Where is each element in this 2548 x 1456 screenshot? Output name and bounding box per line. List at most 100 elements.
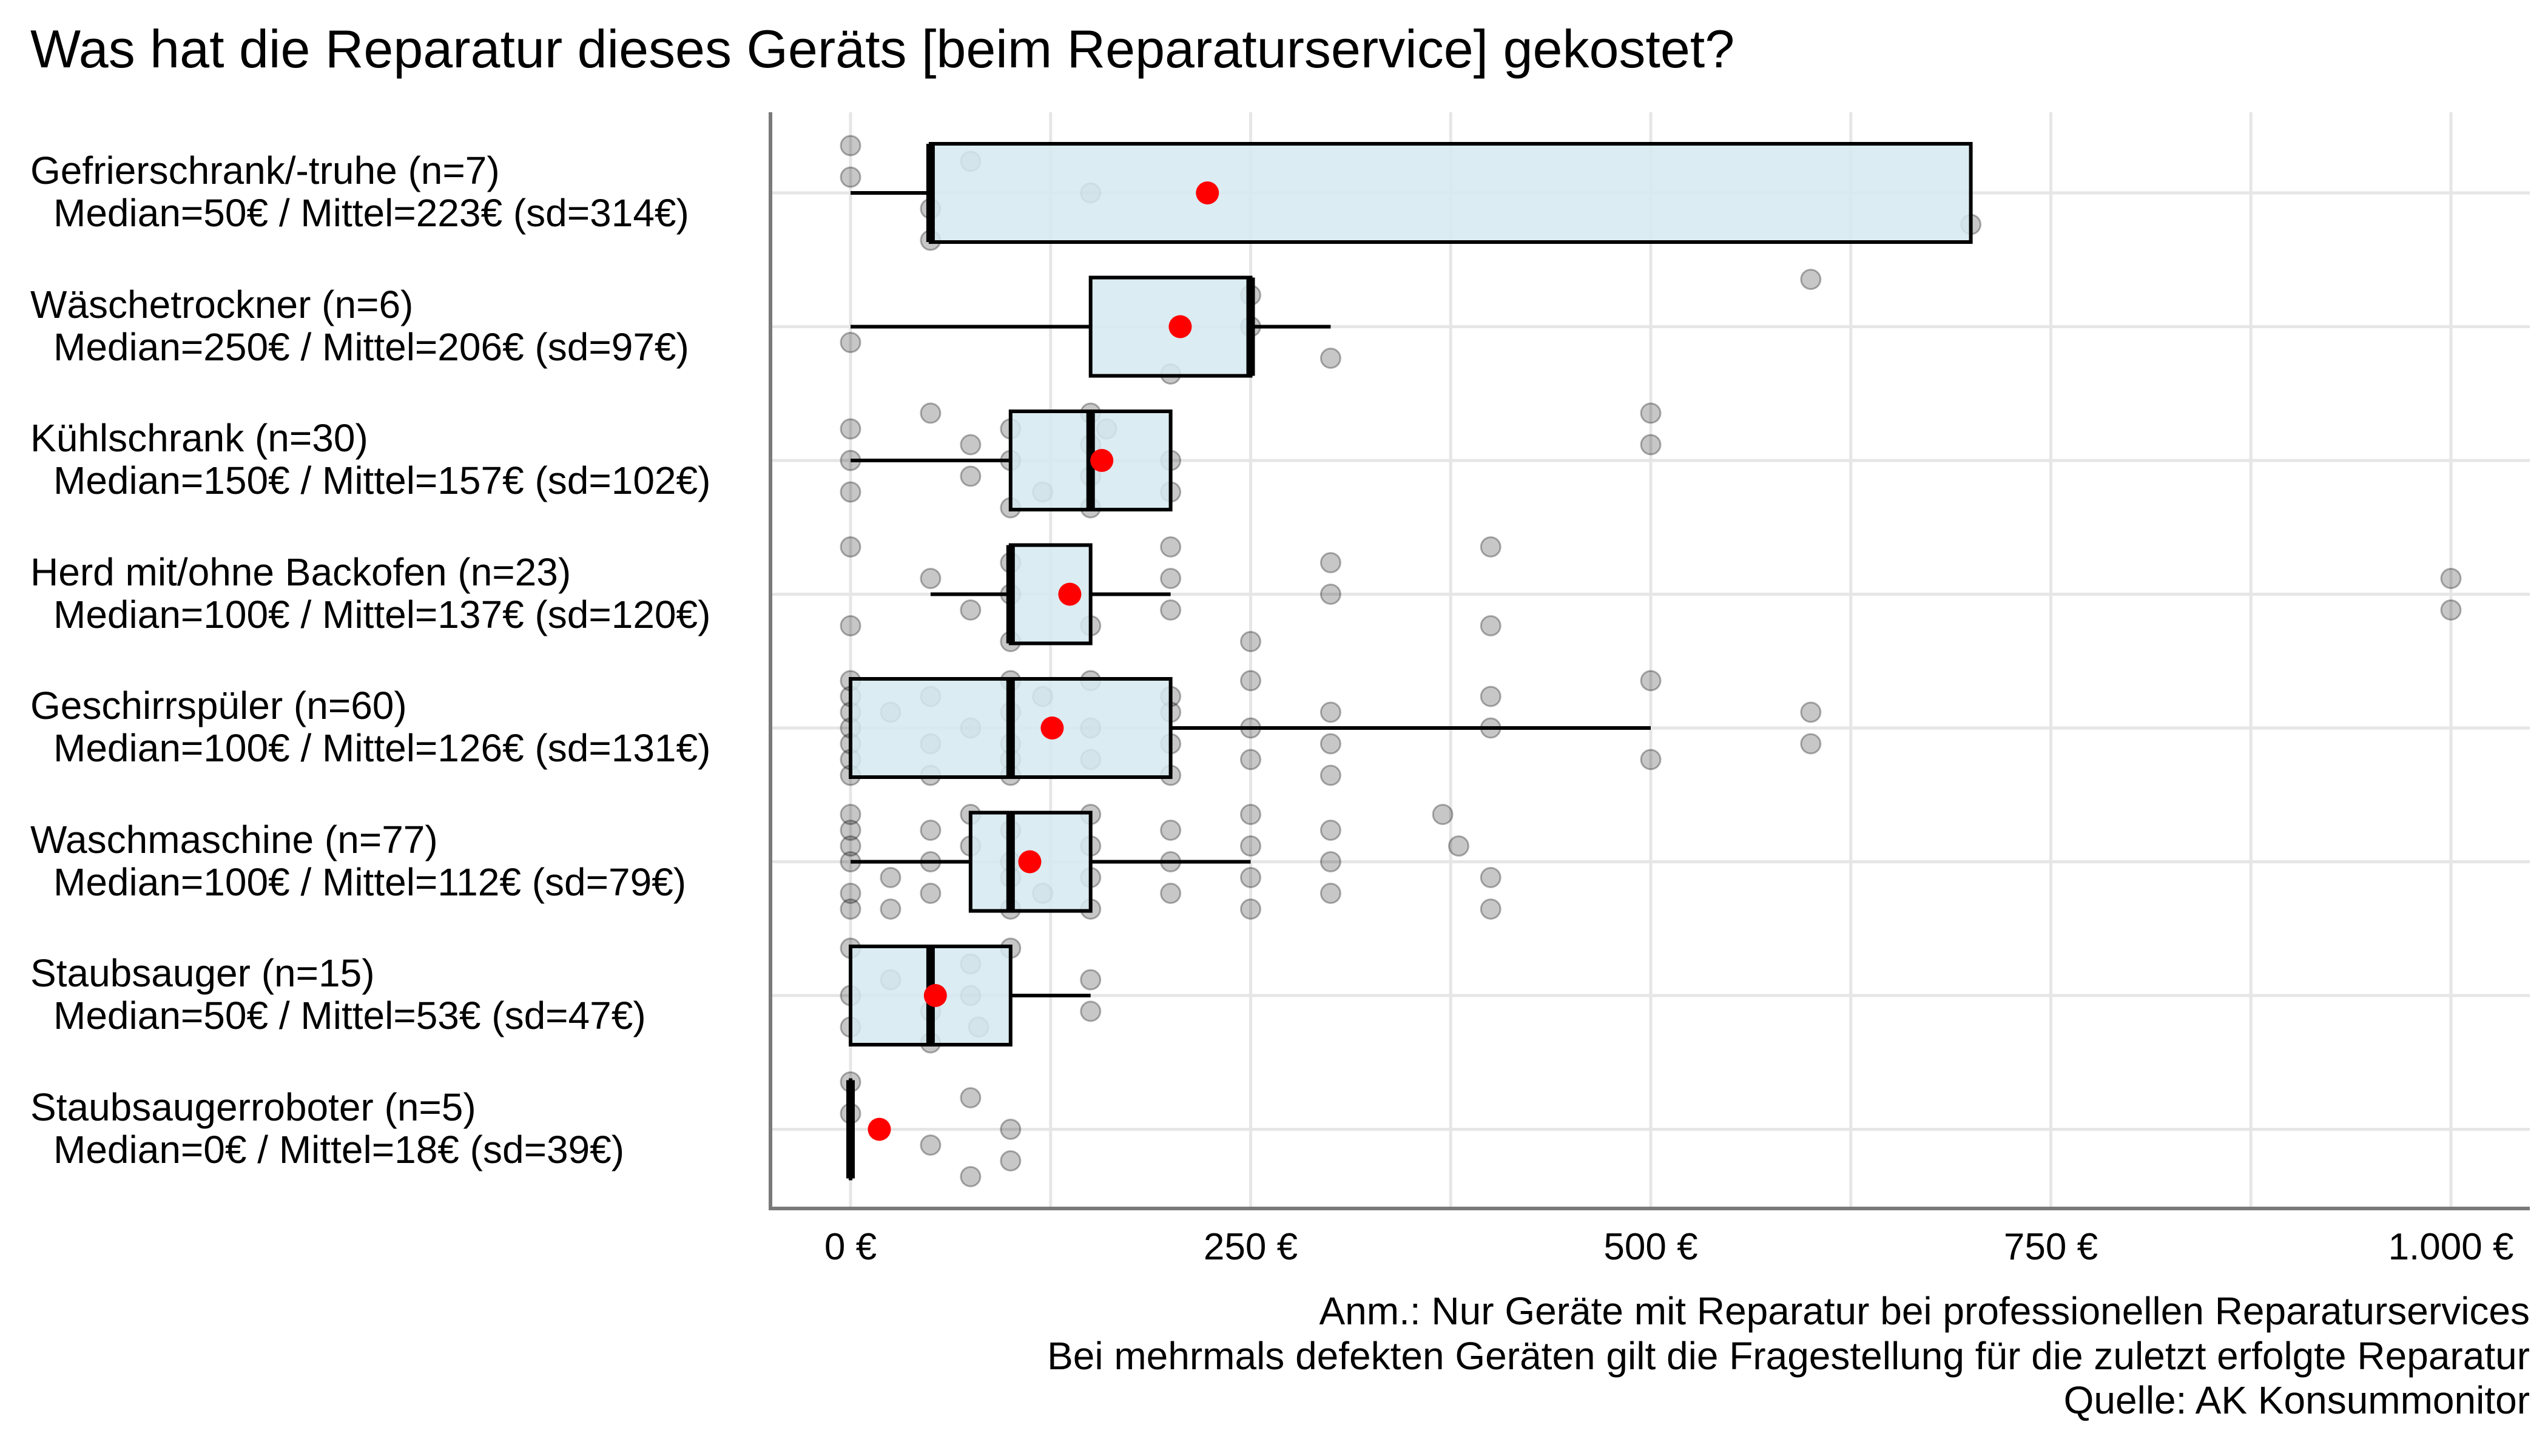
category-name: Kühlschrank (n=30) xyxy=(30,416,368,460)
data-point xyxy=(1320,883,1341,904)
data-point xyxy=(1800,733,1822,755)
data-point xyxy=(1448,835,1469,857)
data-point xyxy=(1320,851,1341,872)
data-point xyxy=(840,481,861,503)
grid-layer xyxy=(772,112,2530,1207)
data-point xyxy=(1240,835,1261,857)
category-stats: Median=100€ / Mittel=112€ (sd=79€) xyxy=(53,860,687,904)
x-tick-label: 250 € xyxy=(1203,1226,1298,1268)
note-annotation: Anm.: Nur Geräte mit Reparatur bei profe… xyxy=(1319,1289,2530,1333)
data-point xyxy=(1160,599,1182,621)
data-point xyxy=(1320,348,1341,369)
mean-point xyxy=(1196,181,1219,204)
data-point xyxy=(920,568,942,589)
category-name: Gefrierschrank/-truhe (n=7) xyxy=(30,149,500,192)
mean-point xyxy=(868,1117,891,1141)
data-point xyxy=(1800,701,1822,723)
data-point xyxy=(1640,749,1662,770)
box-layer xyxy=(846,142,1973,1181)
x-tick-label: 500 € xyxy=(1603,1226,1698,1268)
category-label: Staubsaugerroboter (n=5) Median=0€ / Mitt… xyxy=(30,1085,625,1171)
category-name: Geschirrspüler (n=60) xyxy=(30,684,407,727)
data-point xyxy=(1480,615,1502,636)
data-point xyxy=(840,615,861,636)
data-point xyxy=(1640,670,1662,692)
data-point xyxy=(960,434,982,456)
mean-point xyxy=(923,984,947,1007)
data-point xyxy=(1640,434,1662,456)
data-point xyxy=(1320,733,1341,755)
category-name: Herd mit/ohne Backofen (n=23) xyxy=(30,550,571,594)
data-point xyxy=(840,418,861,440)
data-point xyxy=(920,402,942,424)
chart-notes: Anm.: Nur Geräte mit Reparatur bei profe… xyxy=(1047,1289,2530,1423)
data-point xyxy=(920,883,942,904)
data-point xyxy=(1000,1119,1022,1140)
data-point xyxy=(1480,536,1502,558)
data-point xyxy=(2440,599,2462,621)
category-label: Geschirrspüler (n=60) Median=100€ / Mitte… xyxy=(30,684,710,770)
data-point xyxy=(880,867,902,888)
data-point xyxy=(1240,631,1261,652)
data-point xyxy=(1480,898,1502,920)
data-point xyxy=(1320,820,1341,841)
data-point xyxy=(1480,686,1502,707)
data-point xyxy=(840,166,861,188)
data-point xyxy=(840,135,861,157)
data-point xyxy=(1240,898,1261,920)
data-point xyxy=(840,536,861,558)
data-point xyxy=(960,465,982,487)
data-point xyxy=(840,898,861,920)
box-iqr xyxy=(928,142,1973,244)
data-point xyxy=(1240,670,1261,692)
data-point xyxy=(840,804,861,825)
data-point xyxy=(1240,749,1261,770)
data-point xyxy=(1240,867,1261,888)
mean-point xyxy=(1090,449,1114,472)
data-point xyxy=(880,898,902,920)
category-label: Staubsauger (n=15) Median=50€ / Mittel=53… xyxy=(30,952,646,1037)
data-point xyxy=(1160,536,1182,558)
category-name: Staubsaugerroboter (n=5) xyxy=(30,1085,476,1129)
mean-point xyxy=(1058,582,1082,606)
data-point xyxy=(840,883,861,904)
data-point xyxy=(1240,804,1261,825)
mean-point xyxy=(1018,850,1042,874)
data-point xyxy=(1432,804,1454,825)
category-label: Gefrierschrank/-truhe (n=7) Median=50€ / … xyxy=(30,149,689,235)
category-label: Kühlschrank (n=30) Median=150€ / Mittel=1… xyxy=(30,417,710,502)
data-point xyxy=(1480,867,1502,888)
data-point xyxy=(840,835,861,857)
category-stats: Median=0€ / Mittel=18€ (sd=39€) xyxy=(53,1127,625,1171)
data-point xyxy=(920,1134,942,1156)
category-stats: Median=250€ / Mittel=206€ (sd=97€) xyxy=(53,325,689,369)
category-stats: Median=150€ / Mittel=157€ (sd=102€) xyxy=(53,459,711,503)
category-name: Wäschetrockner (n=6) xyxy=(30,282,414,326)
x-tick-label: 750 € xyxy=(2003,1226,2098,1268)
category-stats: Median=50€ / Mittel=223€ (sd=314€) xyxy=(53,191,689,235)
data-point xyxy=(840,332,861,353)
data-point xyxy=(1160,568,1182,589)
mean-layer xyxy=(868,181,1219,1141)
data-point xyxy=(1800,269,1822,290)
category-label: Waschmaschine (n=77) Median=100€ / Mittel… xyxy=(30,817,687,904)
category-stats: Median=100€ / Mittel=126€ (sd=131€) xyxy=(53,726,711,770)
data-point xyxy=(960,1087,982,1108)
category-label: Herd mit/ohne Backofen (n=23) Median=100€… xyxy=(30,550,711,636)
data-point xyxy=(1320,552,1341,573)
category-name: Staubsauger (n=15) xyxy=(30,951,375,995)
data-point xyxy=(1320,764,1341,786)
data-point xyxy=(1080,969,1102,991)
chart-title: Was hat die Reparatur dieses Geräts [bei… xyxy=(30,19,1735,79)
data-point xyxy=(1080,1000,1102,1022)
note-source: Quelle: AK Konsummonitor xyxy=(2063,1378,2530,1423)
mean-point xyxy=(1040,716,1064,740)
category-name: Waschmaschine (n=77) xyxy=(30,817,438,861)
category-stats: Median=100€ / Mittel=137€ (sd=120€) xyxy=(53,592,711,636)
data-point xyxy=(920,820,942,841)
category-label: Wäschetrockner (n=6) Median=250€ / Mittel… xyxy=(30,282,689,369)
data-point xyxy=(2440,568,2462,589)
data-point xyxy=(960,599,982,621)
mean-point xyxy=(1168,315,1192,339)
